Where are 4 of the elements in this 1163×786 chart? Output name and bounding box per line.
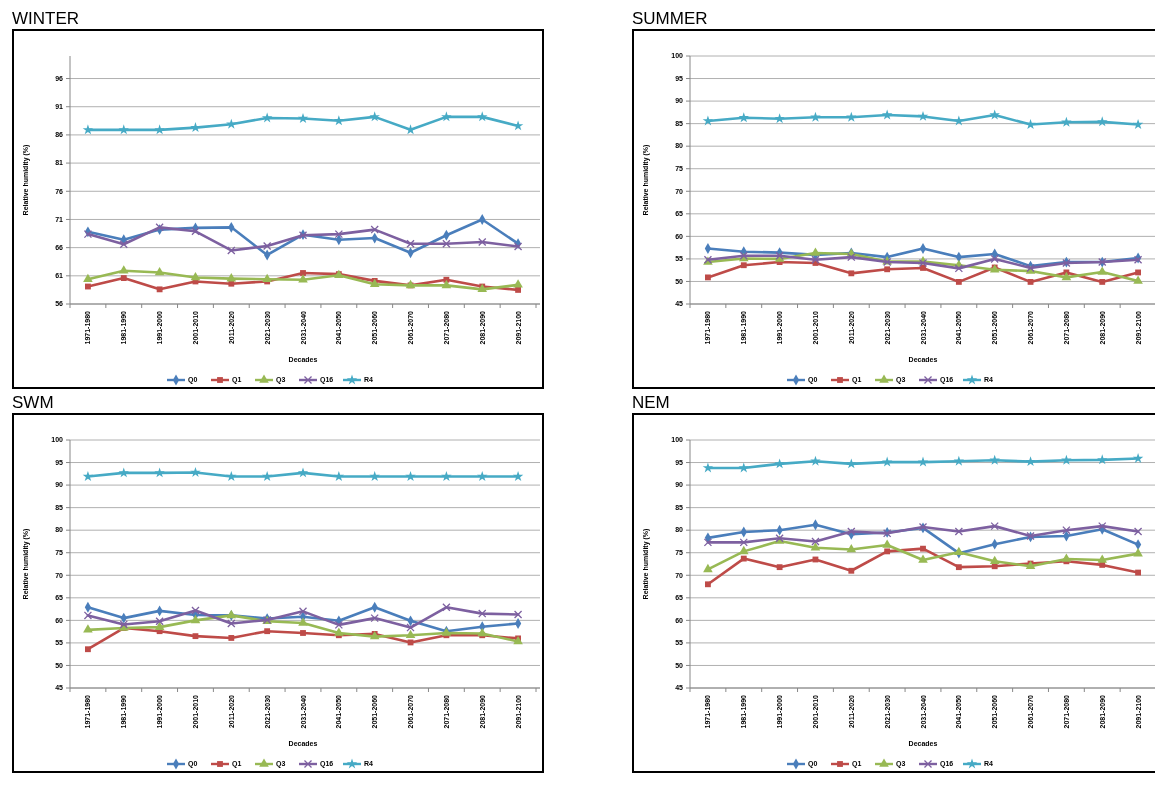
chart-title: SWM	[12, 393, 54, 412]
chart-title: NEM	[632, 393, 670, 412]
chart-title: WINTER	[12, 9, 80, 28]
chart-title: SUMMER	[632, 9, 708, 28]
